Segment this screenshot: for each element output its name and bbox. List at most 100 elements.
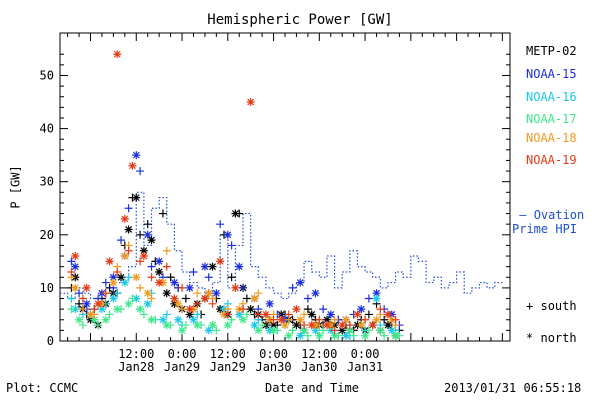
point-north (113, 305, 122, 314)
point-south (124, 273, 133, 282)
data-points (67, 50, 404, 340)
legend-ovation-prime: — Ovation Prime HPI (512, 208, 598, 236)
point-south (300, 321, 309, 330)
point-north (342, 315, 351, 324)
point-north (342, 331, 351, 340)
point-north (235, 262, 244, 271)
footer-left: Plot: CCMC (6, 381, 79, 395)
point-south (124, 246, 133, 255)
point-north (311, 326, 320, 335)
point-south (227, 315, 236, 324)
point-north (261, 310, 270, 319)
point-north (208, 321, 217, 330)
y-axis-ticks: 0 10 20 30 40 50 (40, 53, 510, 348)
point-south (124, 204, 133, 213)
point-north (120, 252, 129, 261)
x-tick-time-label: 0:00 (351, 347, 380, 361)
point-north (353, 310, 362, 319)
point-north (277, 315, 286, 324)
point-south (216, 220, 225, 229)
point-north (132, 151, 141, 160)
point-north (132, 193, 141, 202)
point-south (178, 305, 187, 314)
legend-noaa-16: NOAA-16 (526, 90, 577, 104)
point-north (296, 331, 305, 340)
y-axis-label: P [GW] (8, 165, 23, 209)
point-north (124, 225, 133, 234)
point-south (364, 294, 373, 303)
x-tick-time-label: 0:00 (259, 347, 288, 361)
point-north (208, 262, 217, 271)
x-tick-date-label: Jan31 (347, 360, 383, 374)
point-north (284, 331, 293, 340)
point-south (223, 310, 232, 319)
x-tick-time-label: 0:00 (168, 347, 197, 361)
point-south (113, 289, 122, 298)
point-north (368, 321, 377, 330)
point-north (212, 289, 221, 298)
point-south (349, 331, 358, 340)
ovation-prime-series (60, 191, 503, 300)
point-south (75, 289, 84, 298)
y-tick-label: 40 (40, 122, 54, 136)
point-south (364, 326, 373, 335)
point-north (216, 257, 225, 266)
plot-frame (59, 32, 511, 342)
legend-south: + south (526, 299, 577, 313)
point-north (269, 321, 278, 330)
point-north (155, 257, 164, 266)
x-tick-date-label: Jan28 (118, 360, 154, 374)
point-south (181, 321, 190, 330)
point-north (311, 289, 320, 298)
point-north (109, 273, 118, 282)
point-south (101, 289, 110, 298)
point-north (162, 321, 171, 330)
point-north (361, 331, 370, 340)
x-axis-label: Date and Time (265, 381, 359, 395)
point-north (300, 326, 309, 335)
point-north (147, 315, 156, 324)
point-south (345, 321, 354, 330)
point-south (101, 278, 110, 287)
point-north (155, 278, 164, 287)
point-south (258, 321, 267, 330)
x-tick-date-label: Jan30 (301, 360, 337, 374)
point-south (178, 283, 187, 292)
point-north (71, 262, 80, 271)
point-south (94, 321, 103, 330)
point-north (139, 252, 148, 261)
point-north (250, 294, 259, 303)
x-tick-time-label: 12:00 (301, 347, 337, 361)
point-south (380, 331, 389, 340)
point-south (162, 262, 171, 271)
point-south (181, 294, 190, 303)
point-north (174, 299, 183, 308)
point-south (193, 299, 202, 308)
point-south (136, 230, 145, 239)
point-south (284, 310, 293, 319)
point-south (78, 305, 87, 314)
point-north (94, 299, 103, 308)
point-north (185, 305, 194, 314)
point-north (223, 230, 232, 239)
point-south (113, 267, 122, 276)
point-south (78, 294, 87, 303)
point-south (361, 315, 370, 324)
point-south (158, 209, 167, 218)
point-north (170, 294, 179, 303)
point-north (193, 321, 202, 330)
point-north (147, 236, 156, 245)
y-tick-label: 0 (47, 334, 54, 348)
point-north (117, 273, 126, 282)
point-north (345, 326, 354, 335)
point-north (383, 321, 392, 330)
point-south (319, 305, 328, 314)
point-north (143, 299, 152, 308)
legend-noaa-15: NOAA-15 (526, 67, 577, 81)
point-south (239, 283, 248, 292)
point-south (78, 321, 87, 330)
point-south (67, 257, 76, 266)
point-north (357, 305, 366, 314)
point-north (357, 321, 366, 330)
